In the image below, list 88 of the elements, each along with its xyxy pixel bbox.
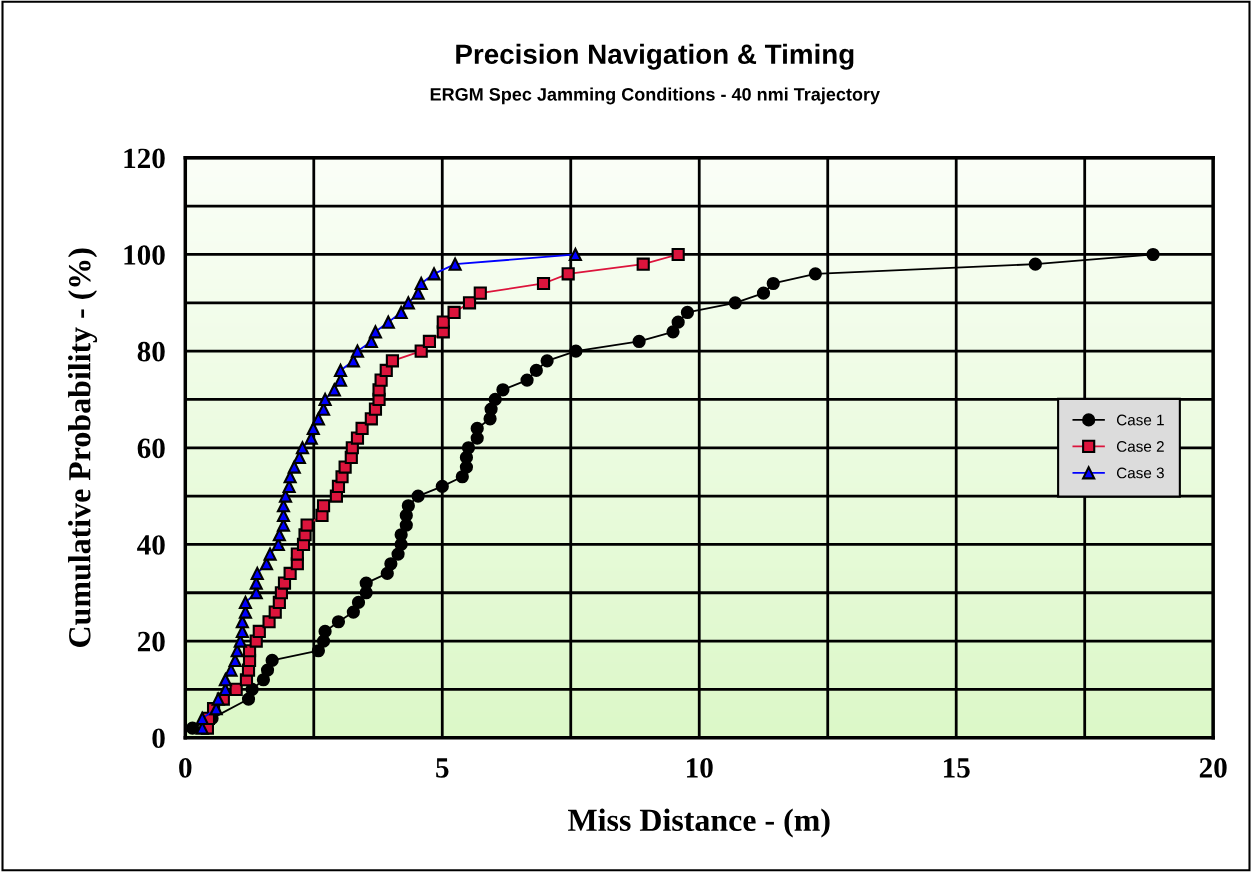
point	[666, 325, 680, 339]
point	[808, 267, 822, 281]
point	[195, 711, 209, 725]
point	[355, 421, 369, 436]
point	[311, 644, 325, 658]
x-tick-label: 0	[179, 758, 192, 778]
point	[427, 267, 441, 281]
point	[540, 354, 554, 368]
point	[1028, 257, 1042, 271]
point	[394, 528, 408, 542]
point	[380, 566, 394, 581]
point	[327, 383, 341, 397]
point	[435, 479, 449, 494]
y-tick-label: 20	[137, 631, 165, 652]
point	[359, 576, 373, 590]
point	[384, 557, 398, 571]
y-tick-label: 40	[137, 535, 165, 555]
y-tick-label: 100	[124, 245, 165, 265]
point	[561, 267, 575, 281]
point	[455, 470, 469, 484]
point	[331, 615, 346, 629]
x-tick-label: 10	[687, 758, 713, 778]
point	[488, 392, 502, 407]
x-tick-label: 5	[436, 758, 449, 778]
point	[536, 276, 551, 291]
point	[1146, 247, 1160, 262]
y-axis-title: Cumulative Probability - (%)	[68, 248, 98, 647]
point	[394, 305, 408, 320]
point	[756, 286, 771, 300]
point	[250, 566, 264, 581]
point	[462, 296, 477, 310]
point	[436, 315, 450, 329]
point	[569, 344, 583, 358]
y-tick-label: 60	[137, 438, 165, 459]
point	[671, 247, 685, 262]
point	[333, 363, 348, 378]
point	[346, 605, 360, 619]
point	[385, 354, 400, 368]
point	[211, 692, 225, 706]
point	[447, 305, 461, 320]
legend-label: Case 3	[1116, 467, 1164, 479]
legend-label: Case 2	[1116, 441, 1164, 452]
point	[414, 276, 428, 291]
point	[318, 392, 332, 407]
chart-subtitle: ERGM Spec Jamming Conditions - 40 nmi Trajectory	[430, 87, 880, 105]
point	[448, 257, 462, 271]
point	[185, 721, 200, 735]
point	[496, 383, 510, 397]
point	[295, 441, 310, 455]
point	[260, 663, 275, 677]
point	[766, 276, 780, 291]
point	[414, 344, 428, 358]
point	[351, 595, 366, 609]
point	[568, 247, 582, 262]
point	[473, 286, 487, 300]
point	[680, 305, 695, 320]
point	[470, 421, 484, 436]
point	[368, 325, 383, 339]
point	[238, 595, 253, 609]
point	[728, 296, 742, 310]
point	[318, 624, 332, 638]
point	[306, 421, 320, 436]
y-tick-label: 120	[124, 148, 165, 169]
point	[316, 499, 331, 513]
point	[265, 653, 279, 667]
legend-label: Case 1	[1116, 414, 1164, 426]
y-tick-label: 80	[137, 341, 165, 362]
point	[401, 296, 415, 310]
point	[401, 499, 415, 513]
point	[636, 257, 650, 271]
point	[350, 344, 365, 358]
x-tick-label: 15	[943, 758, 970, 778]
x-axis-title: Miss Distance - (m)	[568, 808, 830, 838]
point	[422, 334, 437, 349]
x-tick-label: 20	[1199, 758, 1227, 778]
point	[671, 315, 685, 329]
point	[461, 441, 476, 455]
point	[520, 373, 534, 387]
point	[256, 673, 271, 687]
y-tick-label: 0	[152, 728, 165, 749]
chart-title: Precision Navigation & Timing	[456, 43, 854, 70]
point	[252, 624, 266, 638]
point	[381, 315, 395, 329]
point	[529, 363, 543, 378]
point	[263, 547, 277, 561]
point	[300, 518, 314, 532]
point	[411, 489, 425, 503]
point	[632, 334, 646, 349]
